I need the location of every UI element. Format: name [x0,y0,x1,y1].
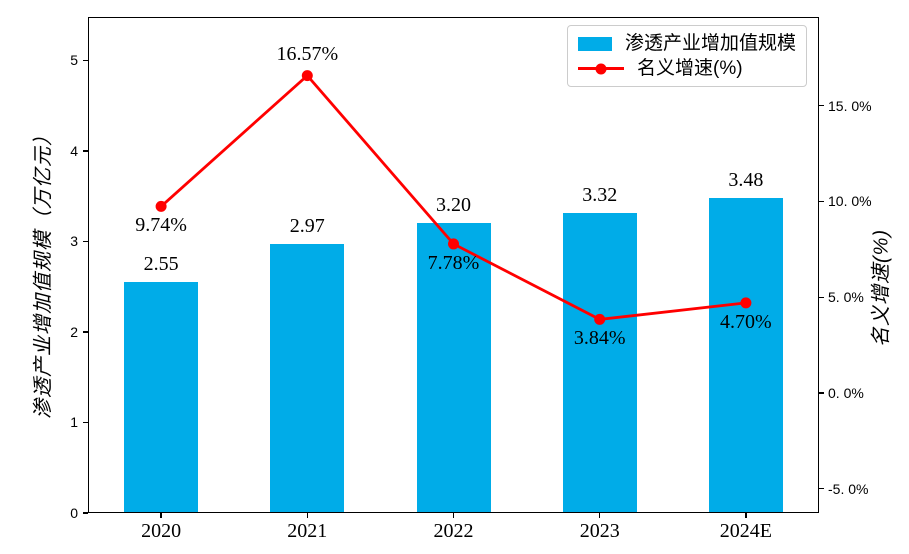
line-value-label: 3.84% [573,327,626,350]
bar-value-label: 2.97 [289,215,325,238]
x-axis-tick [745,513,747,518]
right-axis-tick-label: 0. 0% [828,384,864,401]
bar-2021 [270,244,345,513]
left-axis-tick [83,240,88,243]
bar-2020 [124,282,199,513]
left-axis-tick-label: 4 [70,142,78,159]
left-axis-tick [83,150,88,152]
x-axis-tick-label: 2020 [141,520,182,542]
legend-label-line: 名义增速(%) [637,58,743,79]
left-axis-tick [83,59,88,62]
left-axis-tick [83,512,88,514]
right-axis-tick [819,105,824,107]
legend-item-line: 名义增速(%) [578,57,796,81]
x-axis-tick-label: 2024E [719,520,772,542]
right-axis-tick [819,296,824,298]
line-value-label: 9.74% [135,214,187,237]
left-axis-tick-label: 3 [70,233,78,250]
bar-value-label: 3.32 [582,183,618,206]
line-marker-dot-icon [595,63,607,74]
x-axis-tick [160,513,162,518]
bar-2024E [708,198,783,513]
left-axis-tick-label: 2 [70,323,78,340]
bar-swatch-icon [578,36,612,51]
line-value-label: 4.70% [720,310,772,333]
line-marker-2020 [155,200,167,212]
right-axis-tick-label: -5. 0% [828,480,869,497]
x-axis-tick-label: 2023 [579,520,620,542]
right-axis-tick-label: 10. 0% [828,193,872,210]
right-axis-tick [819,200,824,203]
bar-value-label: 3.20 [436,194,471,217]
x-axis-tick [599,513,601,518]
left-axis-tick-label: 1 [70,414,78,431]
x-axis-tick [452,513,455,518]
bar-2023 [562,212,637,513]
x-axis-tick [306,513,308,518]
bar-value-label: 3.48 [728,169,764,192]
line-value-label: 16.57% [276,42,339,65]
left-axis-tick [83,331,88,333]
left-axis-tick [83,421,88,424]
x-axis-tick-label: 2021 [287,520,328,542]
legend: 渗透产业增加值规模 名义增速(%) [567,25,807,87]
line-swatch-icon [578,63,624,74]
left-axis-tick-label: 0 [70,505,78,521]
right-axis-tick-label: 5. 0% [828,289,864,306]
legend-item-bar: 渗透产业增加值规模 [578,32,796,56]
legend-label-bar: 渗透产业增加值规模 [624,33,796,54]
line-marker-2021 [301,70,313,82]
right-axis-title: 名义增速(%) [870,228,893,348]
right-axis-tick [819,488,824,490]
right-axis-tick-label: 15. 0% [828,97,872,114]
x-axis-tick-label: 2022 [433,520,474,542]
line-value-label: 7.78% [427,251,480,274]
bar-value-label: 2.55 [143,253,179,276]
right-axis-tick [819,392,824,394]
left-axis-title: 渗透产业增加值规模（万亿元） [32,125,55,419]
left-axis-tick-label: 5 [70,52,78,69]
